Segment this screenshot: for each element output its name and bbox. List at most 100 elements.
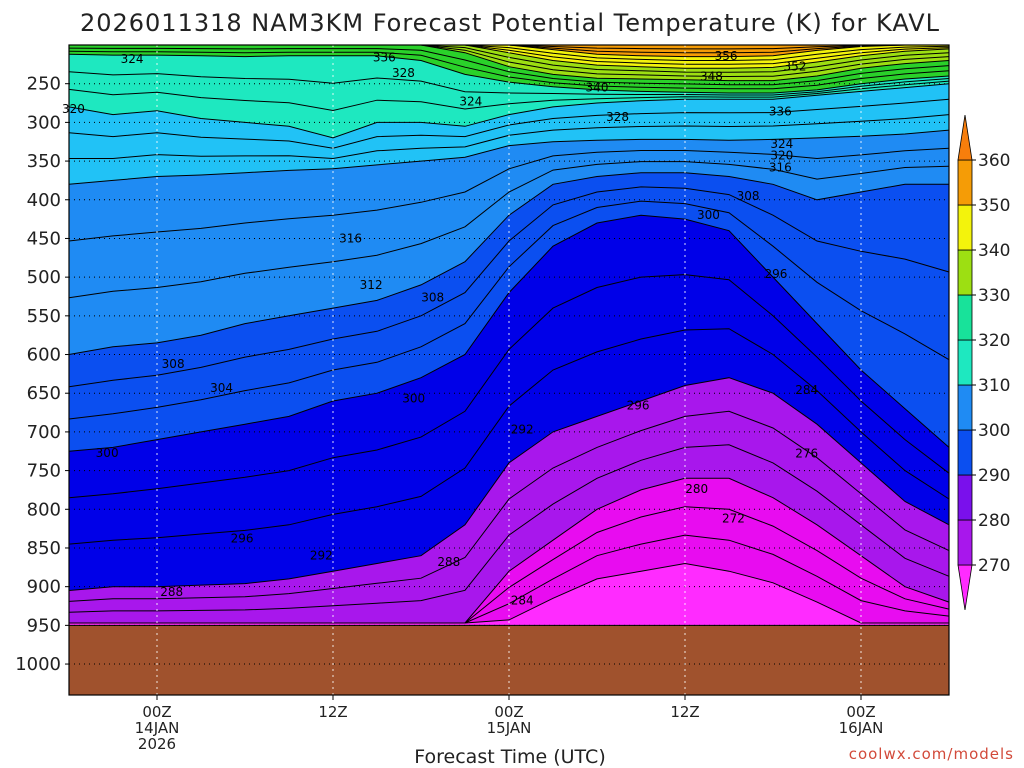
contour-line	[68, 80, 950, 112]
contour-line	[68, 410, 950, 602]
y-tick-label: 800	[27, 499, 61, 520]
contour-label: 296	[231, 532, 254, 546]
contour-label: 348	[700, 70, 723, 84]
y-tick-label: 450	[27, 228, 61, 249]
y-axis: 250 300 350 400 450 500 550 600 650 700 750 800 850 9…	[15, 74, 69, 675]
contour-label: 328	[606, 110, 629, 124]
y-tick-label: 600	[27, 345, 61, 366]
contour-label: 308	[737, 189, 760, 203]
x-tick-label: 16JAN	[839, 719, 884, 737]
colorbar-label: 330	[978, 286, 1010, 306]
contour-line	[68, 83, 950, 139]
colorbar-segment	[957, 249, 973, 296]
contour-label: 288	[160, 585, 183, 599]
contour-label: 296	[764, 267, 787, 281]
colorbar-label: 290	[978, 466, 1010, 486]
colorbar: 270 280 290 300 310 320 330 340 350 360	[957, 114, 1010, 611]
colorbar-label: 340	[978, 241, 1010, 261]
y-tick-label: 500	[27, 267, 61, 288]
y-tick-label: 400	[27, 190, 61, 211]
contour-label: 316	[339, 231, 362, 245]
contour-label: 292	[511, 423, 534, 437]
contour-label: 296	[627, 399, 650, 413]
x-tick-label: 12Z	[318, 703, 347, 721]
contour-label: 292	[310, 549, 333, 563]
contour-label: 324	[121, 52, 144, 66]
contour-label: 336	[373, 50, 396, 64]
contour-label: 300	[402, 392, 425, 406]
contour-label: 272	[722, 512, 745, 526]
x-tick-label: 00Z	[494, 703, 523, 721]
contour-line	[68, 47, 950, 86]
contour-label: 308	[162, 357, 185, 371]
chart-title: 2026011318 NAM3KM Forecast Potential Tem…	[80, 9, 940, 37]
x-tick-label: 15JAN	[487, 719, 532, 737]
colorbar-label: 360	[978, 151, 1010, 171]
colorbar-label: 310	[978, 376, 1010, 396]
colorbar-segment	[957, 384, 973, 431]
contour-label: 320	[770, 149, 793, 163]
y-tick-label: 850	[27, 538, 61, 559]
colorbar-segment	[957, 564, 973, 611]
y-tick-label: 700	[27, 422, 61, 443]
contour-label: 324	[459, 94, 482, 108]
contour-label: 320	[62, 102, 85, 116]
contour-label: 308	[421, 290, 444, 304]
credit-text: coolwx.com/models	[849, 745, 1014, 763]
contour-label: 276	[795, 447, 818, 461]
contour-line	[68, 172, 949, 355]
colorbar-segment	[957, 519, 973, 566]
contour-label: 324	[770, 137, 793, 151]
contour-line	[68, 200, 950, 420]
y-tick-label: 900	[27, 577, 61, 598]
y-tick-label: 300	[27, 112, 61, 133]
contour-line	[68, 377, 950, 591]
colorbar-segment	[957, 474, 973, 521]
x-tick-label: 12Z	[670, 703, 699, 721]
y-tick-label: 550	[27, 306, 61, 327]
x-tick-label: 2026	[138, 735, 176, 753]
y-tick-label: 650	[27, 383, 61, 404]
x-tick-label: 00Z	[846, 703, 875, 721]
y-tick-label: 1000	[15, 654, 61, 675]
x-tick-label: 00Z	[142, 703, 171, 721]
colorbar-label: 350	[978, 196, 1010, 216]
contour-label: 304	[210, 381, 233, 395]
contour-line	[68, 186, 950, 388]
colorbar-label: 320	[978, 331, 1010, 351]
contour-label: 284	[795, 383, 818, 397]
contour-label: 352	[784, 60, 807, 74]
colorbar-segment	[957, 429, 973, 476]
contour-label: 280	[685, 482, 708, 496]
contour-line	[68, 161, 950, 299]
contour-line	[68, 147, 950, 242]
x-axis-title: Forecast Time (UTC)	[414, 746, 605, 768]
contour-label: 340	[586, 81, 609, 95]
contour-label: 288	[437, 555, 460, 569]
contour-label: 284	[511, 594, 534, 608]
contour-line	[68, 274, 950, 499]
ground-fill	[69, 625, 949, 695]
contour-label: 316	[769, 160, 792, 174]
colorbar-segment	[957, 159, 973, 206]
colorbar-segment	[957, 339, 973, 386]
contour-line	[68, 129, 950, 185]
y-tick-label: 250	[27, 74, 61, 95]
colorbar-label: 270	[978, 556, 1010, 576]
x-tick-label: 14JAN	[135, 719, 180, 737]
colorbar-label: 300	[978, 421, 1010, 441]
contour-label: 300	[96, 446, 119, 460]
contour-line	[69, 477, 950, 624]
contour-label: 336	[769, 105, 792, 119]
colorbar-segment	[957, 294, 973, 341]
colorbar-label: 280	[978, 511, 1010, 531]
contour-label: 312	[360, 278, 383, 292]
y-tick-label: 750	[27, 461, 61, 482]
y-tick-label: 950	[27, 615, 61, 636]
below-ground-area	[69, 624, 949, 695]
contour-label: 356	[715, 49, 738, 63]
